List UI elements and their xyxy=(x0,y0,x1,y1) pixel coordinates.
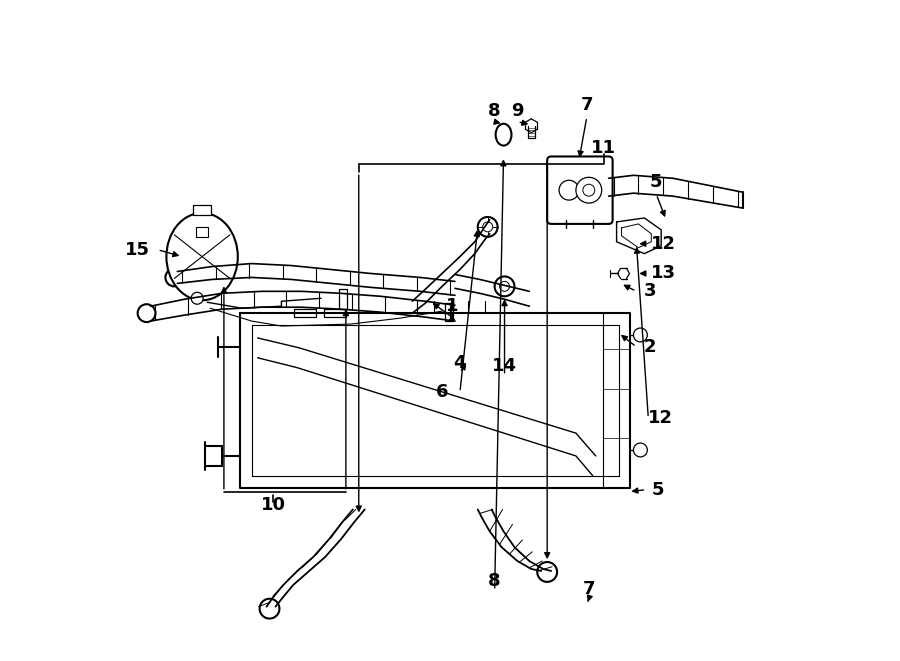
Circle shape xyxy=(537,562,557,582)
Text: 2: 2 xyxy=(644,338,657,356)
Text: 6: 6 xyxy=(436,383,448,401)
Circle shape xyxy=(583,184,595,196)
Text: 3: 3 xyxy=(644,282,657,300)
Circle shape xyxy=(495,276,515,296)
FancyBboxPatch shape xyxy=(547,157,613,224)
Text: 4: 4 xyxy=(454,354,466,371)
Text: 15: 15 xyxy=(125,241,150,258)
Text: 10: 10 xyxy=(261,496,286,514)
Bar xyxy=(294,309,316,317)
Circle shape xyxy=(634,443,647,457)
Bar xyxy=(207,282,215,293)
Bar xyxy=(445,303,453,321)
Bar xyxy=(324,309,346,317)
Text: 13: 13 xyxy=(651,264,676,282)
Circle shape xyxy=(478,217,498,237)
Text: 7: 7 xyxy=(580,96,593,114)
Circle shape xyxy=(576,177,602,203)
Circle shape xyxy=(482,222,492,232)
Circle shape xyxy=(559,180,579,200)
Text: 5: 5 xyxy=(652,481,664,498)
Ellipse shape xyxy=(166,213,238,300)
Text: 12: 12 xyxy=(648,409,672,427)
Text: 14: 14 xyxy=(492,357,517,375)
Bar xyxy=(194,205,211,215)
Text: 11: 11 xyxy=(591,139,617,157)
Text: 9: 9 xyxy=(511,102,524,120)
Text: 12: 12 xyxy=(651,235,676,253)
Text: 5: 5 xyxy=(650,173,662,191)
Bar xyxy=(339,290,346,309)
Bar xyxy=(196,227,208,237)
Circle shape xyxy=(138,304,156,322)
Ellipse shape xyxy=(496,124,511,145)
Bar xyxy=(193,266,202,276)
Text: 8: 8 xyxy=(489,102,501,120)
Circle shape xyxy=(166,268,184,286)
Circle shape xyxy=(500,282,509,292)
Circle shape xyxy=(191,292,203,304)
Text: 1: 1 xyxy=(446,297,458,315)
Text: 8: 8 xyxy=(489,572,501,590)
Circle shape xyxy=(634,328,647,342)
Text: 7: 7 xyxy=(582,580,595,598)
Circle shape xyxy=(259,599,279,619)
